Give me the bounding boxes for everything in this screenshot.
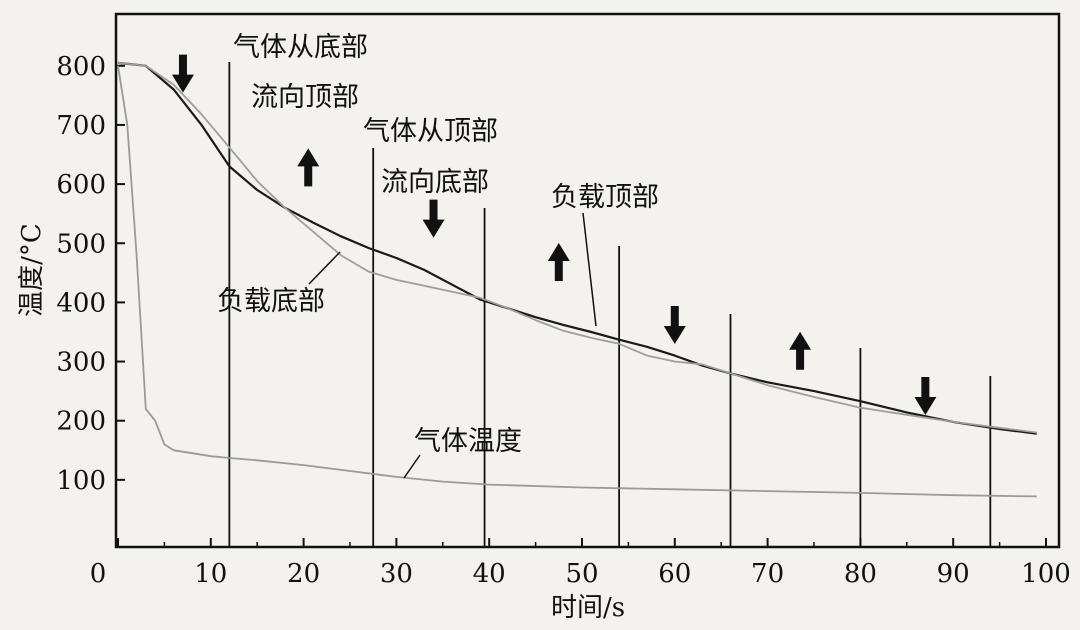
- annotation-gas-bottom-to-top-line1: 气体从底部: [233, 32, 368, 63]
- y-tick-label: 200: [56, 407, 106, 437]
- arrow-down-icon: [171, 54, 194, 93]
- x-tick-label: 100: [1021, 559, 1071, 589]
- y-tick-label: 100: [56, 466, 106, 496]
- series-lines: [117, 61, 1037, 498]
- arrow-up-icon: [297, 148, 320, 187]
- leader-gas-temp: [403, 454, 421, 479]
- annotation-gas-top-to-bottom-line1: 气体从顶部: [363, 116, 498, 147]
- y-tick-label: 500: [56, 229, 106, 259]
- annotation-gas-top-to-bottom-line2: 流向底部: [381, 167, 489, 198]
- y-axis-ticks: 100 200 300 400 500 600 700 800: [56, 52, 125, 496]
- annotation-gas-bottom-to-top-line2: 流向顶部: [251, 82, 359, 113]
- plot-frame: [114, 12, 1061, 549]
- series-line-0: [117, 61, 1037, 435]
- x-axis-title: 时间/s: [551, 593, 625, 623]
- series-line-1: [117, 61, 1037, 434]
- y-tick-label: 400: [56, 288, 106, 318]
- x-tick-label: 90: [937, 559, 970, 589]
- arrow-down-icon: [914, 377, 937, 416]
- annotation-gas-temp: 气体温度: [414, 426, 522, 457]
- x-tick-label: 0: [90, 559, 107, 589]
- x-tick-label: 50: [565, 559, 598, 589]
- arrow-up-icon: [789, 331, 812, 370]
- flow-switch-lines: [228, 62, 992, 547]
- flow-direction-arrows: [171, 54, 937, 416]
- annotation-load-bottom: 负载底部: [217, 286, 325, 317]
- x-tick-label: 80: [844, 559, 877, 589]
- y-tick-label: 300: [56, 348, 106, 378]
- series-line-2: [117, 65, 1037, 498]
- arrow-down-icon: [422, 199, 445, 238]
- x-tick-label: 40: [473, 559, 506, 589]
- annotation-load-top: 负载顶部: [551, 182, 659, 213]
- leader-load-top: [582, 212, 597, 327]
- arrow-up-icon: [547, 242, 570, 281]
- x-tick-label: 30: [380, 559, 413, 589]
- x-axis-ticks: 0 10 20 30 40 50 60 70 80 90 100: [90, 538, 1071, 589]
- y-tick-label: 700: [56, 111, 106, 141]
- x-tick-label: 70: [751, 559, 784, 589]
- y-axis-title: 温度/°C: [17, 223, 47, 317]
- y-tick-label: 600: [56, 170, 106, 200]
- x-tick-label: 10: [194, 559, 227, 589]
- x-tick-label: 60: [658, 559, 691, 589]
- arrow-down-icon: [663, 306, 686, 345]
- x-tick-label: 20: [287, 559, 320, 589]
- y-tick-label: 800: [56, 52, 106, 82]
- leader-load-bottom: [308, 251, 341, 285]
